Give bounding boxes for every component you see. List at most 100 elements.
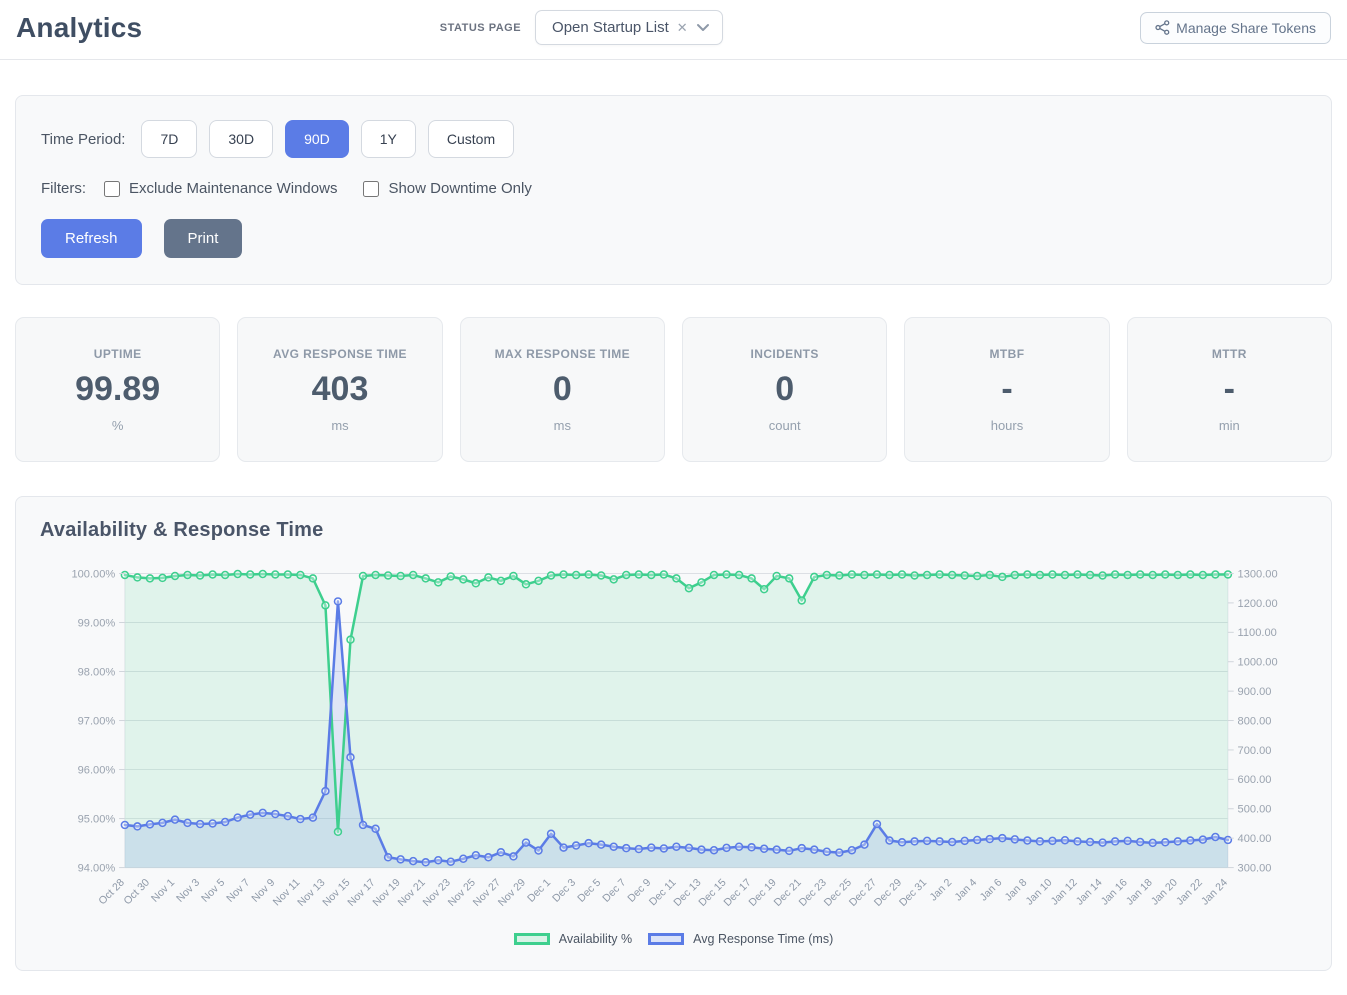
svg-text:Nov 29: Nov 29 <box>496 877 528 909</box>
exclude-maintenance-checkbox[interactable] <box>104 180 120 197</box>
legend-label: Availability % <box>558 932 633 947</box>
stat-value: 0 <box>775 369 795 408</box>
svg-text:97.00%: 97.00% <box>78 715 116 727</box>
svg-text:500.00: 500.00 <box>1238 804 1272 816</box>
exclude-maintenance-label: Exclude Maintenance Windows <box>129 180 338 197</box>
legend-label: Avg Response Time (ms) <box>693 932 834 947</box>
print-button[interactable]: Print <box>163 219 243 258</box>
svg-text:Dec 1: Dec 1 <box>525 877 553 905</box>
svg-text:Nov 3: Nov 3 <box>174 877 202 905</box>
stat-unit: min <box>1218 417 1240 433</box>
stat-unit: ms <box>331 417 349 433</box>
svg-text:94.00%: 94.00% <box>78 862 116 874</box>
svg-text:Jan 22: Jan 22 <box>1174 877 1205 908</box>
stat-unit: % <box>111 417 124 433</box>
filter-checkbox-row: Filters: Exclude Maintenance Windows Sho… <box>41 180 1306 197</box>
stat-card-avg-response-time: AVG RESPONSE TIME 403 ms <box>237 317 443 462</box>
stat-label: INCIDENTS <box>750 346 819 361</box>
status-page-label: STATUS PAGE <box>439 21 522 34</box>
avg-response-time-ms--points <box>120 597 1233 867</box>
status-page-selected-value: Open Startup List <box>552 19 669 36</box>
stats-grid: UPTIME 99.89 % AVG RESPONSE TIME 403 ms … <box>15 317 1332 462</box>
svg-text:99.00%: 99.00% <box>78 617 116 629</box>
clear-selection-icon[interactable]: ✕ <box>676 19 688 35</box>
show-downtime-label: Show Downtime Only <box>388 180 532 197</box>
svg-text:Jan 18: Jan 18 <box>1124 877 1155 908</box>
svg-text:Jan 20: Jan 20 <box>1149 877 1180 908</box>
svg-text:Jan 2: Jan 2 <box>927 877 954 904</box>
status-page-selector-group: STATUS PAGE Open Startup List ✕ <box>440 10 723 45</box>
manage-share-tokens-button[interactable]: Manage Share Tokens <box>1140 11 1331 44</box>
svg-text:Jan 6: Jan 6 <box>978 877 1005 904</box>
period-button-90d[interactable]: 90D <box>285 120 349 158</box>
filters-label: Filters: <box>41 180 86 197</box>
stat-unit: ms <box>553 417 571 433</box>
page-header: Analytics STATUS PAGE Open Startup List … <box>0 0 1347 60</box>
stat-unit: hours <box>990 417 1024 433</box>
stat-value: 99.89 <box>75 369 161 408</box>
svg-text:Oct 30: Oct 30 <box>121 877 152 908</box>
svg-text:Dec 5: Dec 5 <box>575 877 603 905</box>
availability-swatch <box>513 933 550 946</box>
svg-text:Nov 5: Nov 5 <box>199 877 227 905</box>
svg-text:Jan 16: Jan 16 <box>1099 877 1130 908</box>
availability-response-chart: 100.00% 99.00% 98.00% 97.00% 96.00% 95.00% 94.… <box>40 560 1307 928</box>
period-button-7d[interactable]: 7D <box>141 120 198 158</box>
svg-text:800.00: 800.00 <box>1238 715 1272 727</box>
main-content: Time Period: 7D 30D 90D 1Y Custom Filter… <box>0 95 1347 989</box>
legend-item-response-time: Avg Response Time (ms) <box>648 932 833 946</box>
svg-text:Oct 28: Oct 28 <box>96 877 127 908</box>
period-button-1y[interactable]: 1Y <box>360 120 416 158</box>
stat-card-mttr: MTTR - min <box>1126 317 1332 462</box>
svg-text:Jan 14: Jan 14 <box>1074 877 1105 908</box>
svg-text:Jan 24: Jan 24 <box>1199 877 1230 908</box>
status-page-select[interactable]: Open Startup List ✕ <box>535 10 723 45</box>
chart-legend: Availability % Avg Response Time (ms) <box>40 928 1307 956</box>
svg-text:1100.00: 1100.00 <box>1238 627 1277 639</box>
chart-panel: Availability & Response Time 100.00% 99.0… <box>15 496 1332 972</box>
svg-text:1200.00: 1200.00 <box>1238 598 1278 610</box>
svg-text:1300.00: 1300.00 <box>1238 568 1278 580</box>
chevron-down-icon[interactable] <box>696 23 710 32</box>
stat-label: MTTR <box>1211 346 1247 361</box>
svg-text:Nov 7: Nov 7 <box>224 877 252 905</box>
svg-text:Dec 31: Dec 31 <box>897 877 929 909</box>
svg-text:Dec 3: Dec 3 <box>550 877 578 905</box>
svg-text:98.00%: 98.00% <box>78 666 116 678</box>
stat-unit: count <box>768 417 801 433</box>
svg-text:Dec 7: Dec 7 <box>600 877 628 905</box>
refresh-button[interactable]: Refresh <box>41 219 142 258</box>
chart-title: Availability & Response Time <box>40 519 324 541</box>
stat-value: - <box>1001 369 1013 408</box>
svg-text:300.00: 300.00 <box>1238 862 1272 874</box>
filter-panel: Time Period: 7D 30D 90D 1Y Custom Filter… <box>15 95 1332 285</box>
svg-text:600.00: 600.00 <box>1238 774 1272 786</box>
svg-text:Jan 12: Jan 12 <box>1049 877 1080 908</box>
share-icon <box>1155 20 1170 35</box>
time-period-label: Time Period: <box>41 130 126 148</box>
action-buttons-row: Refresh Print <box>41 219 1306 258</box>
stat-label: MAX RESPONSE TIME <box>494 346 631 361</box>
show-downtime-checkbox-wrap: Show Downtime Only <box>363 180 532 197</box>
exclude-maintenance-checkbox-wrap: Exclude Maintenance Windows <box>104 180 337 197</box>
stat-card-max-response-time: MAX RESPONSE TIME 0 ms <box>459 317 665 462</box>
page-title: Analytics <box>16 11 143 43</box>
svg-text:96.00%: 96.00% <box>78 764 116 776</box>
availability--area <box>124 573 1228 868</box>
stat-label: AVG RESPONSE TIME <box>273 346 407 361</box>
manage-share-tokens-label: Manage Share Tokens <box>1176 19 1316 36</box>
svg-text:1000.00: 1000.00 <box>1238 657 1278 669</box>
svg-text:400.00: 400.00 <box>1238 833 1272 845</box>
stat-card-uptime: UPTIME 99.89 % <box>15 317 221 462</box>
stat-label: MTBF <box>989 346 1025 361</box>
svg-text:Nov 1: Nov 1 <box>149 877 177 905</box>
legend-item-availability: Availability % <box>513 932 633 947</box>
stat-card-incidents: INCIDENTS 0 count <box>681 317 888 462</box>
period-button-30d[interactable]: 30D <box>209 120 274 158</box>
stat-value: 0 <box>552 369 572 408</box>
show-downtime-checkbox[interactable] <box>363 180 380 197</box>
svg-text:900.00: 900.00 <box>1238 686 1272 698</box>
svg-text:100.00%: 100.00% <box>71 568 115 580</box>
period-button-custom[interactable]: Custom <box>427 120 515 158</box>
